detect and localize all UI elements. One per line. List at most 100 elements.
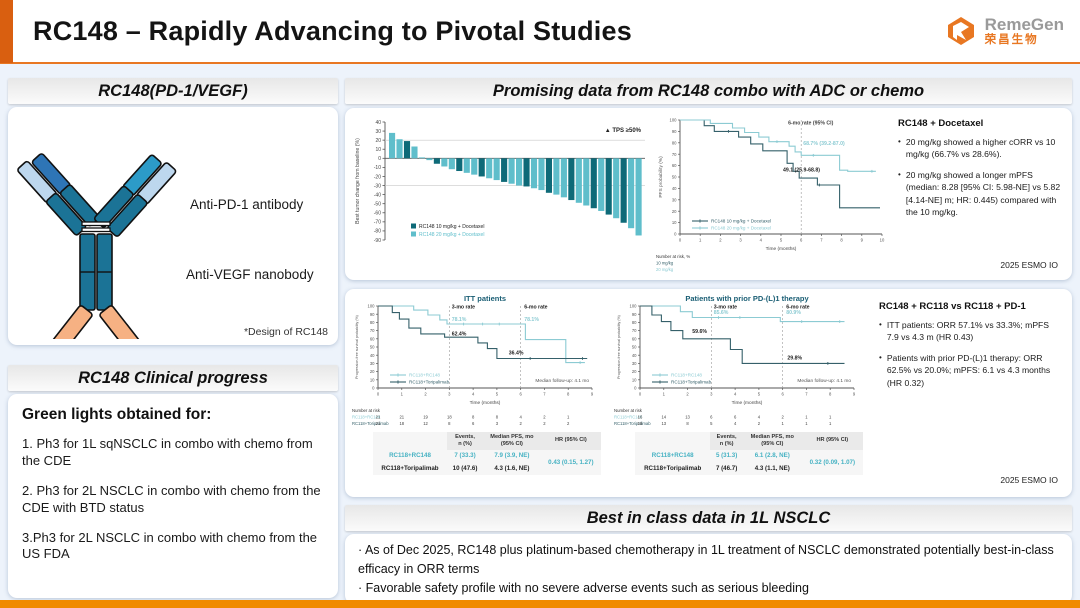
svg-text:10: 10 bbox=[375, 147, 381, 153]
svg-text:4: 4 bbox=[760, 238, 763, 243]
svg-text:14: 14 bbox=[661, 415, 666, 420]
svg-text:6: 6 bbox=[710, 415, 713, 420]
svg-text:6-mo rate (95% CI): 6-mo rate (95% CI) bbox=[788, 121, 834, 127]
rc118-data-panel: ITT patients 0 10 20 30 40 50 60 70 80 90 100 0 1 2 3 4 5… bbox=[345, 289, 1072, 497]
progress-heading: Green lights obtained for: bbox=[22, 406, 212, 423]
right-column: Promising data from RC148 combo with ADC… bbox=[345, 78, 1072, 605]
svg-text:6: 6 bbox=[800, 238, 803, 243]
svg-text:80: 80 bbox=[632, 320, 637, 325]
svg-text:2: 2 bbox=[686, 392, 689, 397]
svg-text:8: 8 bbox=[686, 421, 689, 426]
svg-text:3: 3 bbox=[448, 392, 451, 397]
bullet-icon: • bbox=[898, 169, 901, 179]
svg-text:70: 70 bbox=[672, 152, 677, 157]
svg-text:ITT patients: ITT patients bbox=[464, 294, 506, 303]
svg-text:49.1 (25.9-68.8): 49.1 (25.9-68.8) bbox=[783, 167, 820, 173]
svg-text:1: 1 bbox=[805, 421, 808, 426]
svg-text:21: 21 bbox=[399, 415, 404, 420]
svg-text:59.6%: 59.6% bbox=[692, 329, 707, 335]
svg-text:6: 6 bbox=[519, 392, 522, 397]
svg-text:PFS probability (%): PFS probability (%) bbox=[658, 156, 664, 198]
svg-text:1: 1 bbox=[805, 415, 808, 420]
svg-text:62.4%: 62.4% bbox=[452, 332, 467, 338]
svg-text:50: 50 bbox=[672, 175, 677, 180]
svg-text:Patients with prior PD-(L)1 th: Patients with prior PD-(L)1 therapy bbox=[685, 294, 809, 303]
svg-text:10: 10 bbox=[880, 238, 885, 243]
progress-item-2: 2. Ph3 for 2L NSCLC in combo with chemo … bbox=[22, 482, 321, 515]
svg-text:20 mg/kg: 20 mg/kg bbox=[656, 267, 674, 272]
bullet-icon: • bbox=[898, 137, 901, 146]
svg-text:8: 8 bbox=[840, 238, 843, 243]
svg-text:30: 30 bbox=[375, 129, 381, 135]
svg-text:90: 90 bbox=[672, 129, 677, 134]
svg-text:Number at risk, %: Number at risk, % bbox=[656, 254, 690, 259]
svg-text:RC118+RC148: RC118+RC148 bbox=[409, 373, 440, 378]
svg-text:RC118+Toripalimab: RC118+Toripalimab bbox=[409, 380, 450, 385]
svg-text:7: 7 bbox=[820, 238, 823, 243]
svg-text:0: 0 bbox=[674, 232, 677, 237]
rc118-bullet-1: ITT patients: ORR 57.1% vs 33.3%; mPFS 7… bbox=[886, 320, 1050, 343]
svg-text:3-mo rate: 3-mo rate bbox=[452, 304, 475, 310]
rc118-bullet-2: Patients with prior PD-(L)1 therapy: ORR… bbox=[886, 352, 1051, 388]
combo-section-header: Promising data from RC148 combo with ADC… bbox=[345, 78, 1072, 104]
svg-text:12: 12 bbox=[423, 421, 428, 426]
svg-text:18: 18 bbox=[447, 415, 452, 420]
docetaxel-summary: RC148 + Docetaxel • 20 mg/kg showed a hi… bbox=[894, 110, 1066, 278]
svg-text:2: 2 bbox=[719, 238, 722, 243]
svg-text:50: 50 bbox=[370, 345, 375, 350]
best-bullet-2: · Favorable safety profile with no sever… bbox=[358, 580, 809, 595]
svg-text:16: 16 bbox=[638, 415, 643, 420]
svg-text:7: 7 bbox=[805, 392, 808, 397]
svg-text:Time (months): Time (months) bbox=[470, 400, 501, 406]
svg-text:Median follow-up: 4.1 mo: Median follow-up: 4.1 mo bbox=[535, 378, 589, 384]
svg-text:RC118+RC148: RC118+RC148 bbox=[671, 373, 702, 378]
svg-text:-60: -60 bbox=[374, 211, 381, 217]
svg-text:1: 1 bbox=[663, 392, 666, 397]
svg-text:2: 2 bbox=[519, 421, 522, 426]
svg-text:36.4%: 36.4% bbox=[509, 350, 524, 356]
svg-text:1: 1 bbox=[829, 421, 832, 426]
svg-text:18: 18 bbox=[399, 421, 404, 426]
svg-text:30: 30 bbox=[632, 361, 637, 366]
docetaxel-bullet-2: 20 mg/kg showed a longer mPFS (median: 8… bbox=[905, 169, 1061, 218]
clinical-progress-panel: Green lights obtained for: 1. Ph3 for 1L… bbox=[8, 394, 338, 598]
svg-text:8: 8 bbox=[448, 421, 451, 426]
svg-text:RC118+Toripalimab: RC118+Toripalimab bbox=[352, 421, 389, 426]
svg-text:40: 40 bbox=[672, 186, 677, 191]
svg-text:6-mo rate: 6-mo rate bbox=[786, 304, 809, 310]
svg-text:2: 2 bbox=[758, 421, 761, 426]
svg-text:60: 60 bbox=[370, 336, 375, 341]
svg-text:8: 8 bbox=[472, 415, 475, 420]
svg-text:50: 50 bbox=[632, 345, 637, 350]
svg-text:30: 30 bbox=[370, 361, 375, 366]
svg-text:68.7% (39.2-87.0): 68.7% (39.2-87.0) bbox=[803, 141, 845, 147]
svg-text:RC148 20 mg/kg + Docetaxel: RC148 20 mg/kg + Docetaxel bbox=[711, 226, 771, 231]
svg-text:2: 2 bbox=[424, 392, 427, 397]
svg-text:60: 60 bbox=[672, 163, 677, 168]
svg-text:60: 60 bbox=[632, 336, 637, 341]
svg-text:0: 0 bbox=[634, 386, 637, 391]
svg-text:78.1%: 78.1% bbox=[524, 317, 539, 323]
svg-text:100: 100 bbox=[670, 118, 678, 123]
svg-text:Best tumor change from baselin: Best tumor change from baseline (%) bbox=[355, 138, 361, 224]
best-in-class-panel: · As of Dec 2025, RC148 plus platinum-ba… bbox=[345, 534, 1072, 605]
svg-text:4: 4 bbox=[472, 392, 475, 397]
svg-text:40: 40 bbox=[632, 353, 637, 358]
svg-text:-20: -20 bbox=[374, 174, 381, 180]
svg-text:1: 1 bbox=[567, 415, 570, 420]
svg-text:3: 3 bbox=[739, 238, 742, 243]
svg-text:▲ TPS ≥50%: ▲ TPS ≥50% bbox=[605, 128, 642, 134]
svg-text:3: 3 bbox=[710, 392, 713, 397]
anti-pd1-label: Anti-PD-1 antibody bbox=[190, 197, 304, 212]
logo-text-cn: 荣昌生物 bbox=[984, 33, 1039, 46]
header: RC148 – Rapidly Advancing to Pivotal Stu… bbox=[0, 0, 1080, 64]
left-column: RC148(PD-1/VEGF) bbox=[8, 78, 338, 598]
svg-text:20: 20 bbox=[672, 209, 677, 214]
svg-text:1: 1 bbox=[401, 392, 404, 397]
rc118-summary: RC148 + RC118 vs RC118 + PD-1 • ITT pati… bbox=[875, 293, 1066, 493]
design-caption: *Design of RC148 bbox=[243, 326, 328, 338]
svg-text:2: 2 bbox=[567, 421, 570, 426]
bullet-icon: • bbox=[879, 352, 882, 362]
